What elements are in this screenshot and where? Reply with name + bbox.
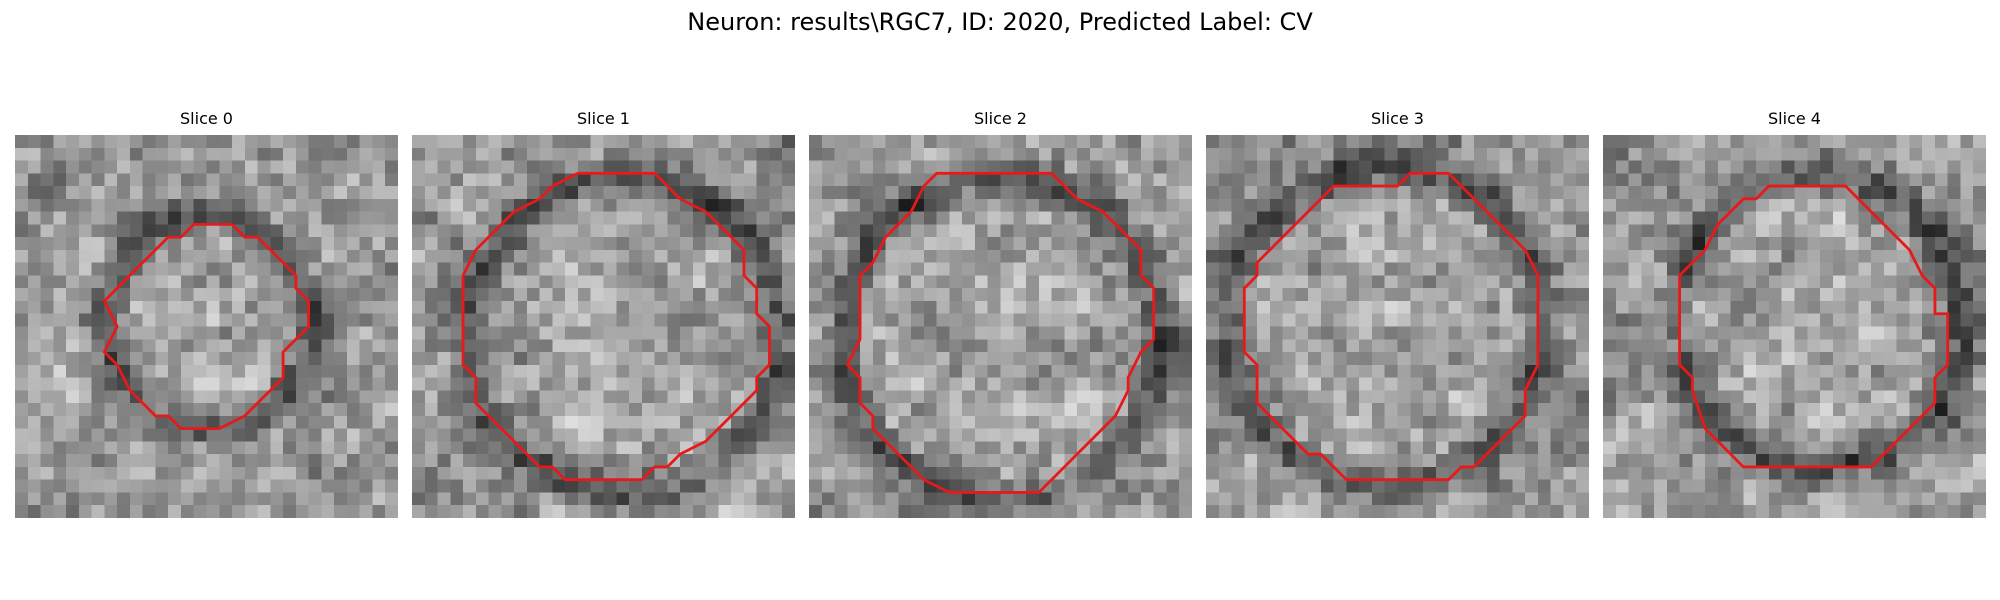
slice-image-0 [15, 135, 398, 518]
contour-outline-4 [1678, 184, 1950, 469]
slice-title-1: Slice 1 [577, 109, 630, 128]
slice-panel-0: Slice 0 [15, 108, 398, 528]
slice-panel-2: Slice 2 [809, 108, 1192, 528]
slice-panel-3: Slice 3 [1206, 108, 1589, 528]
contour-outline-1 [461, 171, 771, 482]
slice-title-2: Slice 2 [974, 109, 1027, 128]
contour-outline-3 [1242, 171, 1540, 482]
contour-outline-0 [102, 222, 311, 431]
slice-panel-1: Slice 1 [412, 108, 795, 528]
slice-title-4: Slice 4 [1768, 109, 1821, 128]
slice-image-2 [809, 135, 1192, 518]
contour-outline-2 [845, 171, 1156, 494]
slice-image-4 [1603, 135, 1986, 518]
slice-image-3 [1206, 135, 1589, 518]
slice-panel-4: Slice 4 [1603, 108, 1986, 528]
slice-image-1 [412, 135, 795, 518]
slice-title-3: Slice 3 [1371, 109, 1424, 128]
figure-title: Neuron: results\RGC7, ID: 2020, Predicte… [687, 8, 1313, 36]
slice-title-0: Slice 0 [180, 109, 233, 128]
